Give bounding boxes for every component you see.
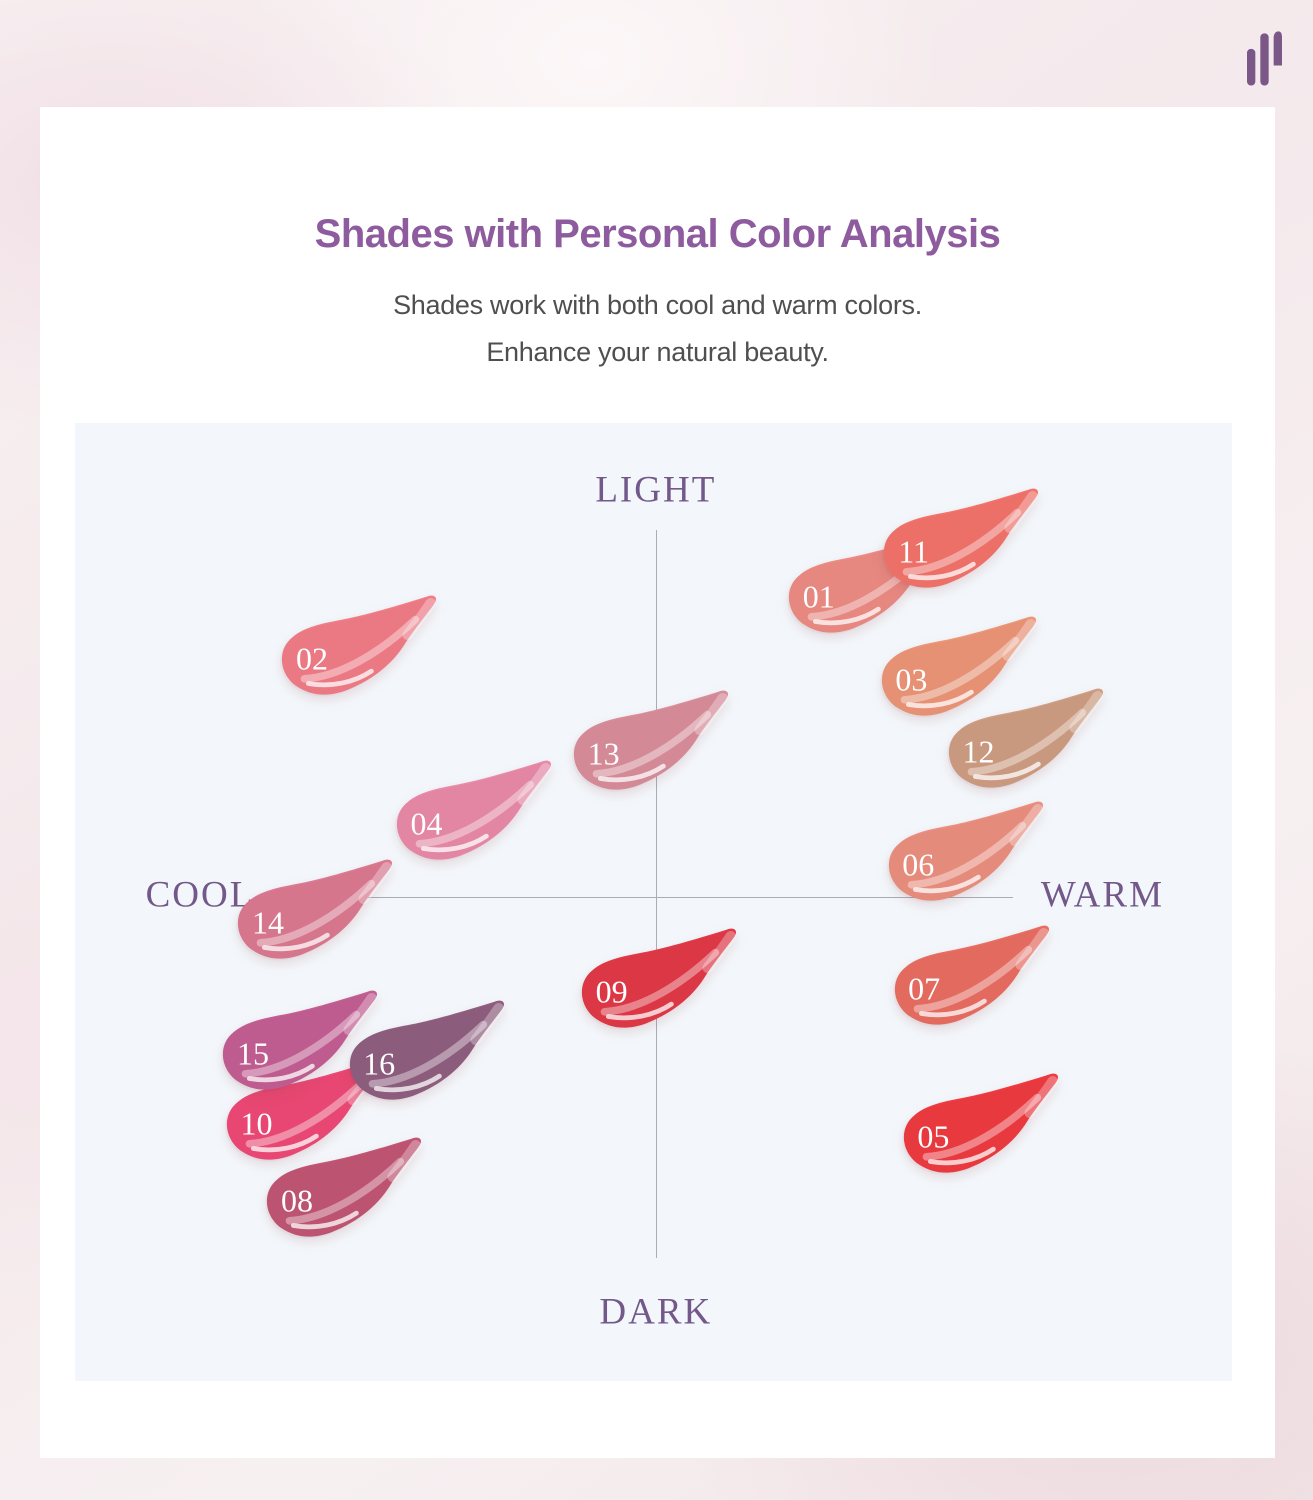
shade-number: 09 xyxy=(595,973,628,1010)
subtitle-line-2: Enhance your natural beauty. xyxy=(486,337,829,367)
shade-number: 16 xyxy=(363,1045,396,1082)
shade-swatch-03: 03 xyxy=(872,615,1044,731)
shade-swatch-07: 07 xyxy=(885,924,1057,1040)
shade-number: 14 xyxy=(252,904,285,941)
shade-number: 07 xyxy=(908,970,941,1007)
lip-smear-icon xyxy=(238,859,393,960)
lip-smear-icon xyxy=(582,928,737,1028)
lip-smear-icon xyxy=(883,488,1039,588)
brand-bars-icon xyxy=(1247,31,1282,86)
shade-number: 11 xyxy=(898,533,930,570)
lip-smear-icon xyxy=(267,1137,422,1237)
shade-number: 15 xyxy=(237,1035,269,1072)
shade-swatch-04: 04 xyxy=(387,759,559,875)
shade-number: 08 xyxy=(280,1182,313,1219)
shade-swatch-08: 08 xyxy=(257,1136,429,1252)
axis-label-warm: WARM xyxy=(1040,874,1164,916)
lip-smear-icon xyxy=(223,990,378,1090)
shade-swatch-09: 09 xyxy=(572,927,744,1043)
lip-smear-icon xyxy=(396,760,552,860)
brand-logo xyxy=(1247,30,1287,86)
lip-smear-icon xyxy=(573,690,729,790)
vertical-axis-line xyxy=(655,530,657,1259)
shade-swatch-06: 06 xyxy=(879,800,1051,916)
subtitle-line-1: Shades work with both cool and warm colo… xyxy=(393,290,922,320)
lip-smear-icon xyxy=(948,688,1103,788)
axis-label-light: LIGHT xyxy=(595,469,717,511)
shade-swatch-14: 14 xyxy=(228,858,400,974)
shade-number: 06 xyxy=(902,846,935,883)
shade-number: 01 xyxy=(802,578,835,615)
lip-smear-icon xyxy=(888,801,1043,901)
shade-number: 10 xyxy=(240,1105,273,1142)
shade-swatch-11: 11 xyxy=(874,487,1046,603)
lip-smear-icon xyxy=(282,595,437,695)
shade-swatch-02: 02 xyxy=(272,594,444,710)
shade-swatch-13: 13 xyxy=(564,689,736,805)
axis-label-cool: COOL xyxy=(145,874,255,916)
personal-color-chart: LIGHT DARK COOL WARM 01 02 xyxy=(75,423,1232,1381)
shade-swatch-05: 05 xyxy=(894,1072,1066,1188)
shade-number: 02 xyxy=(296,640,328,677)
lip-smear-icon xyxy=(894,926,1049,1026)
swatch-layer: 01 02 03 04 xyxy=(75,423,1232,1381)
lip-smear-icon xyxy=(349,1000,504,1100)
lip-smear-icon xyxy=(903,1073,1058,1173)
shade-swatch-16: 16 xyxy=(340,999,512,1115)
shade-number: 05 xyxy=(917,1118,950,1155)
shade-swatch-15: 15 xyxy=(213,989,385,1105)
shade-number: 13 xyxy=(587,735,620,772)
shade-swatch-12: 12 xyxy=(939,687,1111,803)
shade-number: 04 xyxy=(410,805,443,842)
page-title: Shades with Personal Color Analysis xyxy=(314,212,1001,256)
lip-smear-icon xyxy=(881,616,1036,716)
shade-number: 12 xyxy=(962,733,995,770)
shade-number: 03 xyxy=(895,661,928,698)
horizontal-axis-line xyxy=(277,897,1014,899)
axis-label-dark: DARK xyxy=(599,1291,713,1333)
